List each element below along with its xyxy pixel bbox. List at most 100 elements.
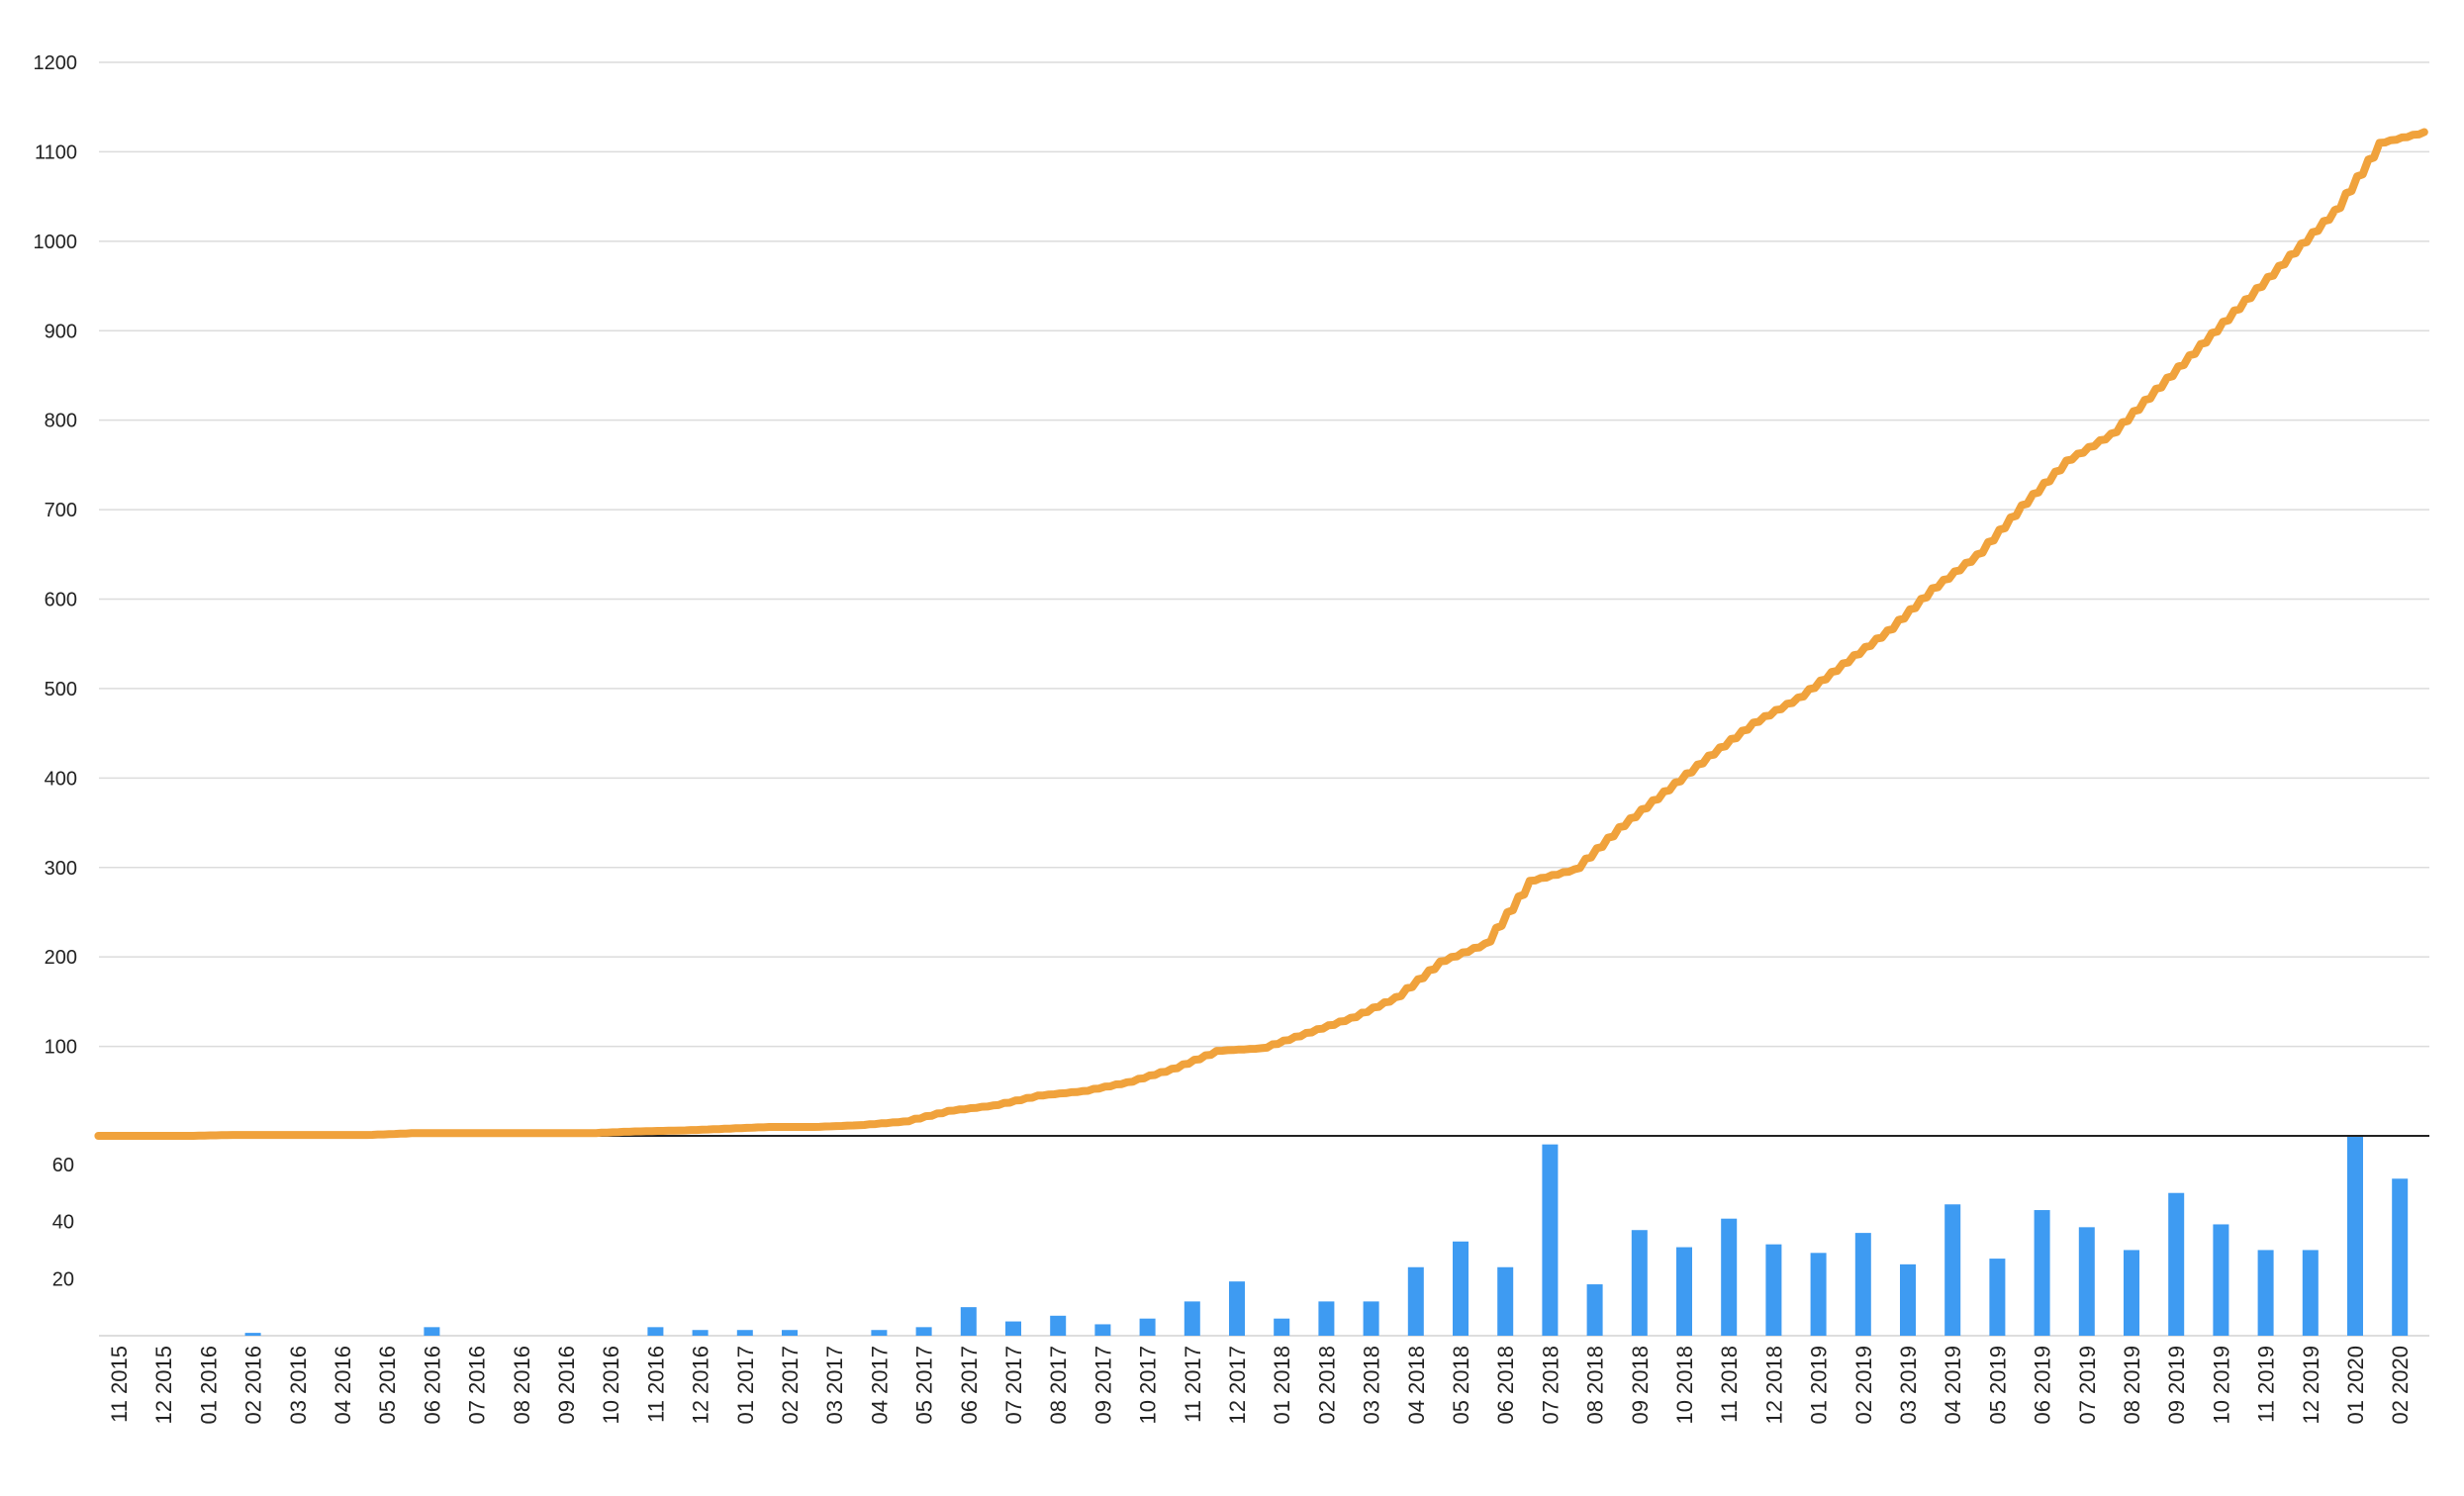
bar — [2347, 1136, 2363, 1336]
x-tick-label: 02 2017 — [778, 1346, 803, 1425]
x-tick-label: 05 2016 — [375, 1346, 400, 1425]
bar — [782, 1330, 798, 1336]
bar — [2124, 1250, 2139, 1336]
line-chart-gridlines — [99, 61, 2429, 1048]
y-tick-label: 900 — [45, 321, 77, 342]
bar — [1631, 1230, 1648, 1336]
x-tick-label: 03 2016 — [286, 1346, 311, 1425]
x-axis-tick-labels: 11 2015 12 2015 01 2016 02 2016 03 2016 04 20… — [107, 1346, 2413, 1425]
x-tick-label: 06 2017 — [957, 1346, 982, 1425]
bar — [915, 1327, 932, 1336]
bar — [2392, 1178, 2409, 1336]
x-tick-label: 02 2019 — [1851, 1346, 1876, 1425]
bar — [1453, 1241, 1469, 1336]
bar — [2078, 1227, 2095, 1336]
bar — [1676, 1247, 1692, 1336]
x-tick-label: 08 2016 — [510, 1346, 534, 1425]
x-tick-label: 03 2019 — [1896, 1346, 1921, 1425]
bar — [2213, 1224, 2229, 1336]
cumulative-line-series — [94, 128, 2428, 1140]
x-tick-label: 05 2018 — [1449, 1346, 1473, 1425]
bar — [244, 1333, 261, 1336]
x-tick-label: 07 2017 — [1001, 1346, 1026, 1425]
bar — [1274, 1318, 1290, 1336]
bar-chart-bars — [99, 1136, 2429, 1337]
x-tick-label: 12 2018 — [1761, 1346, 1786, 1425]
x-tick-label: 05 2017 — [912, 1346, 937, 1425]
x-tick-label: 04 2018 — [1404, 1346, 1429, 1425]
bar — [1854, 1233, 1871, 1336]
bar-y-tick-label: 20 — [52, 1268, 74, 1290]
x-tick-label: 11 2018 — [1717, 1346, 1742, 1423]
x-tick-label: 11 2015 — [107, 1346, 132, 1423]
x-tick-label: 08 2019 — [2120, 1346, 2144, 1425]
line-chart-y-axis: 100 200 300 400 500 600 700 800 900 1000 1100 1200 — [34, 52, 78, 1059]
x-tick-label: 11 2017 — [1181, 1346, 1205, 1423]
y-tick-label: 300 — [45, 858, 77, 880]
x-tick-label: 07 2019 — [2075, 1346, 2100, 1425]
y-tick-label: 700 — [45, 500, 77, 521]
bar — [2034, 1210, 2050, 1336]
y-tick-label: 1100 — [35, 141, 77, 163]
bar — [1497, 1266, 1514, 1336]
x-tick-label: 09 2016 — [554, 1346, 579, 1425]
bar — [647, 1327, 664, 1336]
bar — [1005, 1321, 1021, 1336]
bar — [960, 1307, 977, 1336]
bar — [1318, 1301, 1335, 1336]
x-tick-label: 03 2018 — [1360, 1346, 1384, 1425]
x-tick-label: 01 2016 — [196, 1346, 221, 1425]
y-tick-label: 800 — [45, 411, 77, 432]
x-tick-label: 11 2016 — [643, 1346, 668, 1423]
x-tick-label: 01 2017 — [733, 1346, 758, 1425]
x-tick-label: 12 2017 — [1225, 1346, 1250, 1425]
x-tick-label: 08 2018 — [1583, 1346, 1608, 1425]
x-tick-label: 08 2017 — [1046, 1346, 1071, 1425]
y-tick-label: 100 — [45, 1037, 77, 1059]
bar — [1586, 1284, 1603, 1336]
bar — [1407, 1266, 1424, 1336]
bar — [2257, 1250, 2274, 1336]
y-tick-label: 500 — [45, 679, 77, 701]
bar — [1542, 1144, 1559, 1336]
bar — [1184, 1301, 1200, 1336]
bar — [1944, 1204, 1961, 1336]
bar — [1765, 1244, 1782, 1336]
x-tick-label: 04 2016 — [331, 1346, 355, 1425]
y-tick-label: 1000 — [34, 232, 78, 253]
bar — [1363, 1301, 1379, 1336]
x-tick-label: 12 2015 — [151, 1346, 176, 1425]
x-tick-label: 01 2019 — [1807, 1346, 1832, 1425]
x-tick-label: 11 2019 — [2254, 1346, 2279, 1423]
bar — [1229, 1281, 1245, 1336]
x-tick-label: 07 2018 — [1538, 1346, 1563, 1425]
bar — [1900, 1263, 1916, 1336]
x-tick-label: 02 2018 — [1314, 1346, 1339, 1425]
x-tick-label: 09 2017 — [1090, 1346, 1115, 1425]
x-tick-label: 02 2020 — [2388, 1346, 2413, 1425]
y-tick-label: 400 — [45, 768, 77, 790]
x-tick-label: 06 2016 — [420, 1346, 444, 1425]
x-tick-label: 06 2018 — [1493, 1346, 1518, 1425]
bar — [1094, 1324, 1111, 1336]
x-tick-label: 02 2016 — [241, 1346, 266, 1425]
x-tick-label: 06 2019 — [2031, 1346, 2055, 1425]
x-tick-label: 04 2017 — [867, 1346, 892, 1425]
x-tick-label: 01 2020 — [2343, 1346, 2368, 1425]
bar — [1139, 1318, 1156, 1336]
y-tick-label: 1200 — [34, 52, 78, 74]
y-tick-label: 200 — [45, 947, 77, 969]
x-tick-label: 07 2016 — [465, 1346, 490, 1425]
x-tick-label: 10 2016 — [599, 1346, 623, 1425]
x-tick-label: 05 2019 — [1985, 1346, 2010, 1425]
x-tick-label: 12 2016 — [689, 1346, 713, 1425]
bar — [692, 1330, 709, 1336]
x-tick-label: 10 2019 — [2209, 1346, 2233, 1425]
bar — [2302, 1250, 2319, 1336]
x-tick-label: 03 2017 — [822, 1346, 847, 1425]
bar — [424, 1327, 440, 1336]
x-tick-label: 10 2017 — [1136, 1346, 1161, 1425]
bar — [1989, 1259, 2006, 1336]
x-tick-label: 12 2019 — [2299, 1346, 2323, 1425]
